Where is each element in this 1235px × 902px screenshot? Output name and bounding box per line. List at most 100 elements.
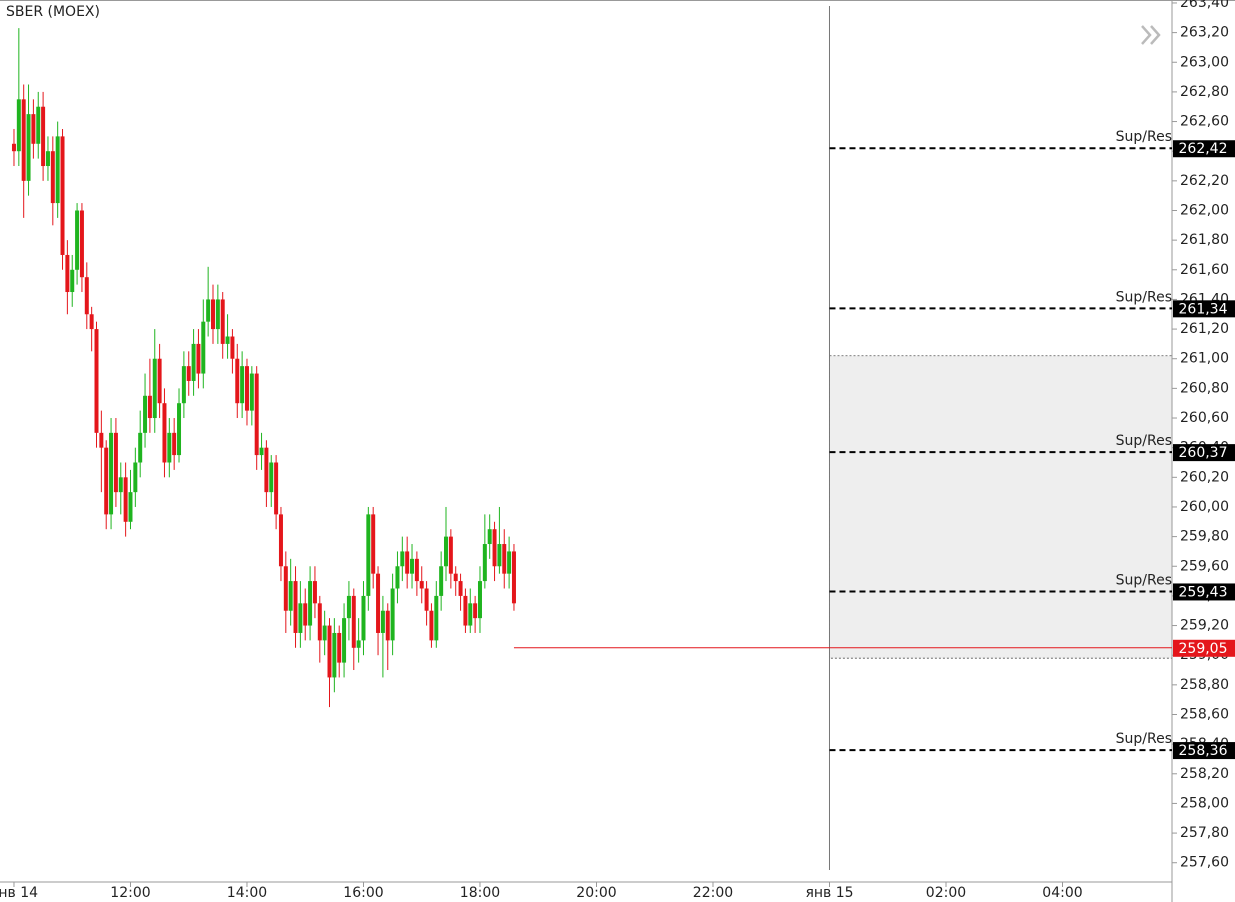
y-tick-label: 259,80 [1180, 529, 1229, 545]
level-label: 259,43 [1179, 584, 1228, 600]
expand-icon[interactable] [1141, 25, 1161, 45]
y-tick-label: 263,00 [1180, 54, 1229, 70]
candle-body [439, 566, 444, 596]
y-tick-label: 258,20 [1180, 766, 1229, 782]
candle-body [254, 373, 259, 456]
candle-body [235, 358, 240, 404]
level-badge [1173, 583, 1235, 601]
y-tick-label: 262,60 [1180, 114, 1229, 130]
y-tick-label: 262,00 [1180, 202, 1229, 218]
candle-body [278, 514, 283, 567]
candle-body [177, 403, 182, 456]
candle-body [21, 99, 26, 181]
candle-body [26, 114, 31, 181]
x-tick-label: 14:00 [227, 885, 267, 901]
level-label: 258,36 [1179, 743, 1228, 759]
candle-body [380, 610, 385, 633]
candle-body [45, 151, 50, 167]
candle-body [50, 151, 55, 204]
candle-body [269, 462, 274, 493]
candle-body [99, 432, 104, 448]
last-price-label: 259,05 [1179, 641, 1228, 657]
candle-body [109, 432, 114, 515]
candle-body [390, 588, 395, 641]
x-tick-label: 02:00 [926, 885, 966, 901]
candle-body [220, 299, 225, 344]
level-name: Sup/Res [1116, 433, 1172, 449]
x-tick-label: 04:00 [1042, 885, 1082, 901]
candle-body [41, 106, 46, 167]
candle-body [215, 299, 220, 330]
candle-body [79, 210, 84, 278]
candle-body [492, 529, 497, 567]
candle-body [434, 595, 439, 641]
candle-body [240, 366, 245, 404]
y-tick-label: 262,80 [1180, 84, 1229, 100]
level-name: Sup/Res [1116, 731, 1172, 747]
y-tick-label: 261,20 [1180, 321, 1229, 337]
candle-body [463, 595, 468, 626]
candle-body [366, 514, 371, 596]
candle-body [385, 610, 390, 641]
candle-body [274, 462, 279, 515]
y-tick-label: 258,60 [1180, 706, 1229, 722]
candle-body [128, 492, 133, 522]
y-tick-label: 260,00 [1180, 499, 1229, 515]
candle-body [138, 432, 143, 463]
candle-body [303, 603, 308, 626]
candle-body [244, 366, 249, 411]
candle-body [477, 581, 482, 619]
candle-body [196, 343, 201, 374]
candle-body [75, 210, 80, 270]
candle-body [152, 358, 157, 419]
y-tick-label: 258,00 [1180, 795, 1229, 811]
y-tick-label: 261,80 [1180, 232, 1229, 248]
candle-body [249, 373, 254, 411]
candle-body [118, 477, 123, 493]
candle-body [473, 603, 478, 619]
candle-body [410, 558, 415, 574]
level-badge [1173, 742, 1235, 760]
candle-body [172, 432, 177, 456]
candle-body [157, 358, 162, 404]
candle-body [351, 595, 356, 648]
y-tick-label: 262,20 [1180, 173, 1229, 189]
level-badge [1173, 140, 1235, 158]
y-tick-label: 260,20 [1180, 469, 1229, 485]
candle-body [298, 603, 303, 633]
candle-body [414, 558, 419, 582]
y-tick-label: 261,60 [1180, 262, 1229, 278]
x-tick-label: 16:00 [343, 885, 383, 901]
y-tick-label: 257,60 [1180, 855, 1229, 871]
y-tick-label: 257,80 [1180, 825, 1229, 841]
candle-body [288, 581, 293, 611]
candle-body [444, 536, 449, 567]
x-tick-label: 18:00 [460, 885, 500, 901]
level-name: Sup/Res [1116, 572, 1172, 588]
candle-body [327, 625, 332, 678]
candle-body [123, 477, 128, 522]
level-name: Sup/Res [1116, 289, 1172, 305]
candle-body [147, 395, 152, 419]
x-tick-label: янв 15 [805, 885, 853, 901]
candle-body [482, 544, 487, 582]
y-tick-label: 261,00 [1180, 351, 1229, 367]
candle-body [337, 632, 342, 663]
candle-body [162, 403, 167, 463]
candle-body [191, 343, 196, 381]
candle-body [356, 640, 361, 648]
candle-body [133, 462, 138, 493]
candle-body [322, 625, 327, 641]
candle-body [487, 529, 492, 545]
candle-body [458, 581, 463, 596]
candle-body [143, 395, 148, 433]
candle-body [211, 299, 216, 330]
candle-body [468, 603, 473, 626]
candle-body [453, 573, 458, 582]
candle-body [376, 573, 381, 633]
y-tick-label: 260,80 [1180, 380, 1229, 396]
level-label: 261,34 [1179, 301, 1228, 317]
x-tick-label: 20:00 [576, 885, 616, 901]
candle-body [31, 114, 36, 144]
